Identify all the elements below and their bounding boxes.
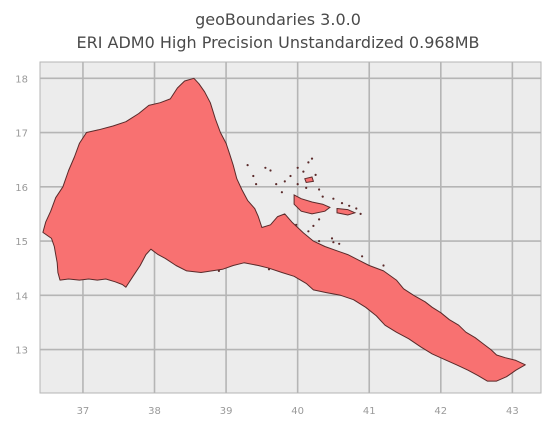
islet-mark xyxy=(252,174,255,178)
islet-mark xyxy=(307,161,310,164)
map-title-line-2: ERI ADM0 High Precision Unstandardized 0… xyxy=(76,33,480,52)
islet-mark xyxy=(359,212,362,215)
islet-mark xyxy=(310,157,314,160)
islet-mark xyxy=(314,173,317,176)
x-tick-label: 41 xyxy=(363,406,376,417)
island-shape xyxy=(293,194,331,215)
islet-mark xyxy=(355,207,358,210)
islet-mark xyxy=(338,242,341,245)
islet-mark xyxy=(296,183,299,186)
map-title-line-1: geoBoundaries 3.0.0 xyxy=(195,10,361,29)
islet-mark xyxy=(264,166,267,169)
islet-mark xyxy=(283,180,286,183)
y-tick-label: 15 xyxy=(15,237,28,248)
islet-mark xyxy=(217,269,220,272)
x-axis-ticks: 37 38 39 40 41 42 43 xyxy=(77,406,519,417)
islet-mark xyxy=(330,237,334,240)
x-tick-label: 40 xyxy=(291,406,304,417)
islet-mark xyxy=(332,241,335,244)
x-tick-label: 42 xyxy=(434,406,447,417)
islet-mark xyxy=(332,197,335,200)
islet-mark xyxy=(255,183,258,186)
y-tick-label: 13 xyxy=(15,346,28,357)
islet-mark xyxy=(348,204,351,207)
y-tick-label: 14 xyxy=(15,291,28,302)
islet-mark xyxy=(280,191,283,194)
y-tick-label: 16 xyxy=(15,183,28,194)
islet-mark xyxy=(275,183,278,186)
x-tick-label: 38 xyxy=(148,406,161,417)
y-axis-ticks: 13 14 15 16 17 18 xyxy=(15,74,28,356)
island-shape xyxy=(304,176,315,184)
islet-mark xyxy=(340,202,344,205)
islet-mark xyxy=(295,223,298,226)
islet-mark xyxy=(318,218,321,221)
country-mainland-shape xyxy=(42,77,526,382)
islet-mark xyxy=(289,174,292,178)
islet-mark xyxy=(307,230,310,233)
islet-mark xyxy=(382,264,385,267)
islet-mark xyxy=(246,164,249,167)
islet-mark xyxy=(361,255,364,258)
islet-mark xyxy=(321,195,324,198)
islet-mark xyxy=(302,170,305,173)
x-tick-label: 39 xyxy=(220,406,233,417)
island-shape xyxy=(336,207,357,216)
country-shapes xyxy=(42,77,526,382)
x-tick-label: 43 xyxy=(506,406,519,417)
islet-mark xyxy=(296,166,299,169)
islet-mark xyxy=(318,188,321,191)
islet-mark xyxy=(312,224,315,227)
islet-mark xyxy=(269,169,272,172)
islet-mark xyxy=(267,268,271,271)
x-tick-label: 37 xyxy=(77,406,90,417)
islet-mark xyxy=(305,186,308,189)
islet-mark xyxy=(318,240,321,243)
y-tick-label: 18 xyxy=(15,74,28,85)
y-tick-label: 17 xyxy=(15,129,28,140)
